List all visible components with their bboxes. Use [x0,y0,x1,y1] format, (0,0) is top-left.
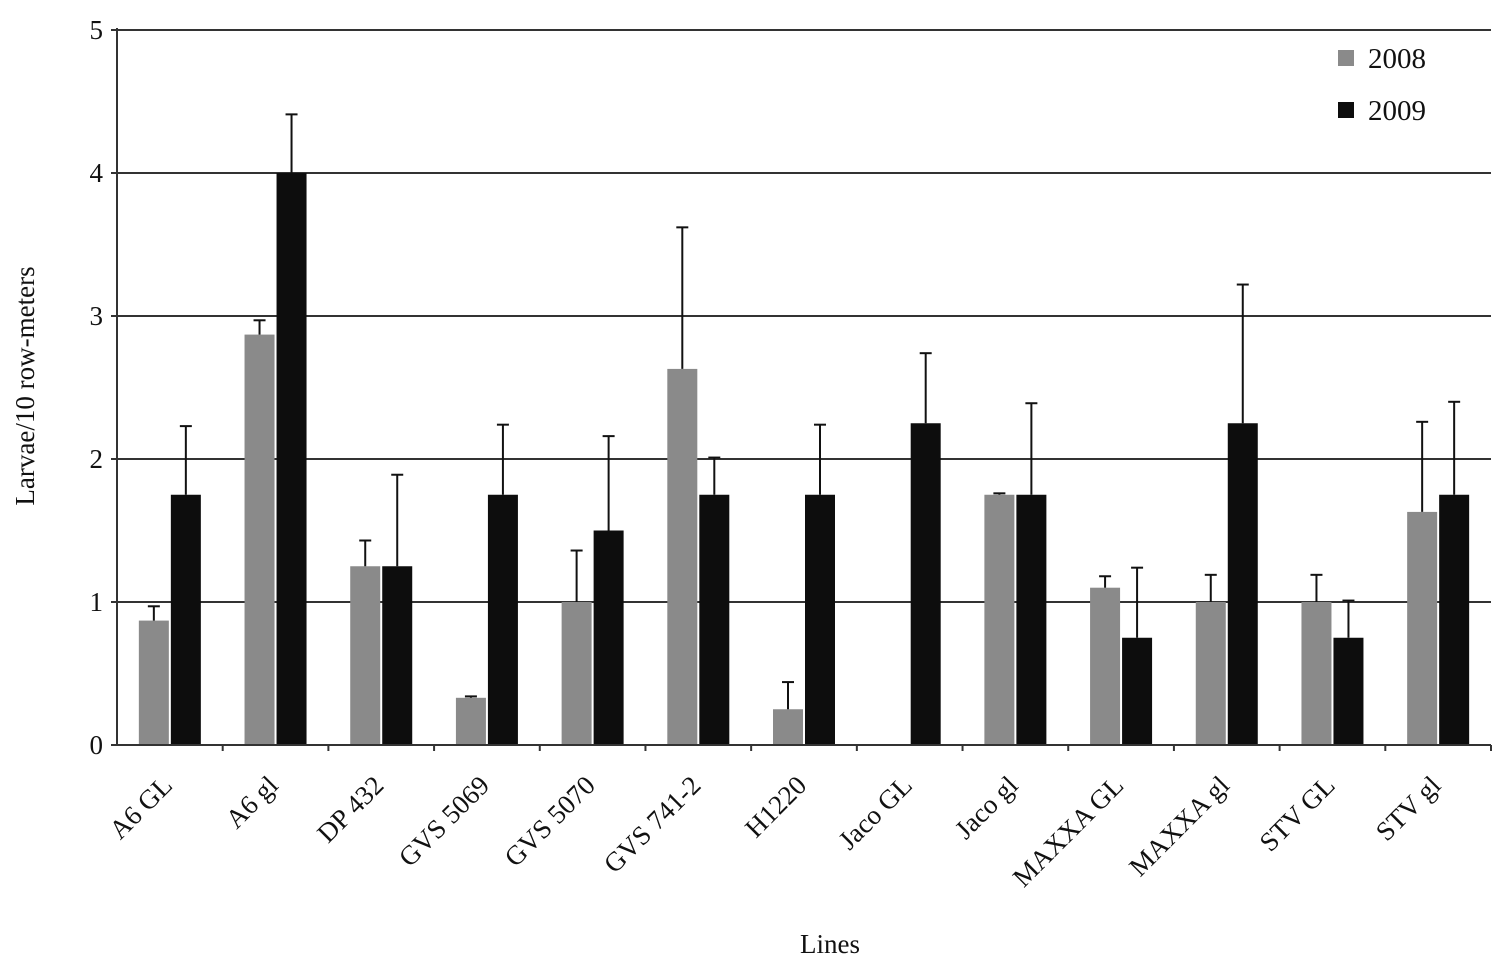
legend-label-2009: 2009 [1368,95,1426,127]
x-tick-label: GVS 5070 [498,770,600,872]
x-tick-label: A6 gl [220,770,284,834]
bar-2009 [1333,637,1364,745]
bar-2008 [455,697,486,745]
bar-2008 [138,620,169,745]
x-tick-label: H1220 [739,770,812,843]
bar-2008 [1407,511,1438,745]
x-tick-label: STV gl [1370,770,1447,847]
legend-swatch-2008 [1338,50,1354,66]
y-tick-label: 5 [90,15,104,45]
x-tick-label: Jaco GL [833,770,918,855]
bar-2008 [773,709,803,745]
bar-2009 [276,173,307,745]
bar-2009 [699,494,730,745]
x-tick-label: GVS 5069 [393,770,495,872]
bar-2008 [244,334,275,745]
bar-2009 [593,530,624,745]
bar-2009 [170,494,201,745]
legend-label-2008: 2008 [1368,43,1426,75]
bar-2008 [1301,602,1332,745]
y-tick-labels: 0 1 2 3 4 5 [90,15,104,760]
bar-2008 [1195,602,1226,745]
bar-2008 [984,494,1015,745]
bar-2008 [350,566,381,745]
bar-2009 [805,494,835,745]
legend-swatch-2009 [1338,102,1354,118]
y-tick-label: 1 [90,587,104,617]
bars [138,173,1470,745]
bar-2009 [910,423,941,745]
bar-2009 [1227,423,1258,745]
x-tick-label: Jaco gl [949,770,1024,845]
bar-2008 [667,368,698,745]
x-tick-label: DP 432 [311,770,389,848]
axes [111,28,1492,751]
bar-2008 [1090,587,1121,745]
x-tick-label: A6 GL [103,770,178,845]
bar-2009 [382,566,413,745]
bar-2008 [561,602,592,745]
gridlines [117,29,1491,603]
x-tick-label: STV GL [1254,770,1341,857]
legend: 2008 2009 [1338,43,1426,127]
y-tick-label: 4 [90,158,104,188]
x-tick-label: MAXXA gl [1123,770,1235,882]
error-bars [147,113,1461,710]
y-tick-label: 3 [90,301,104,331]
y-tick-label: 2 [90,444,104,474]
x-tick-label: GVS 741-2 [598,770,707,879]
bar-2009 [1016,494,1047,745]
x-tick-label: MAXXA GL [1007,770,1130,893]
bar-2009 [1439,494,1470,745]
bar-2009 [487,494,518,745]
y-tick-label: 0 [90,730,104,760]
y-axis-label: Larvae/10 row-meters [10,266,40,505]
bar-2009 [1122,637,1153,745]
x-axis-label: Lines [800,929,860,959]
